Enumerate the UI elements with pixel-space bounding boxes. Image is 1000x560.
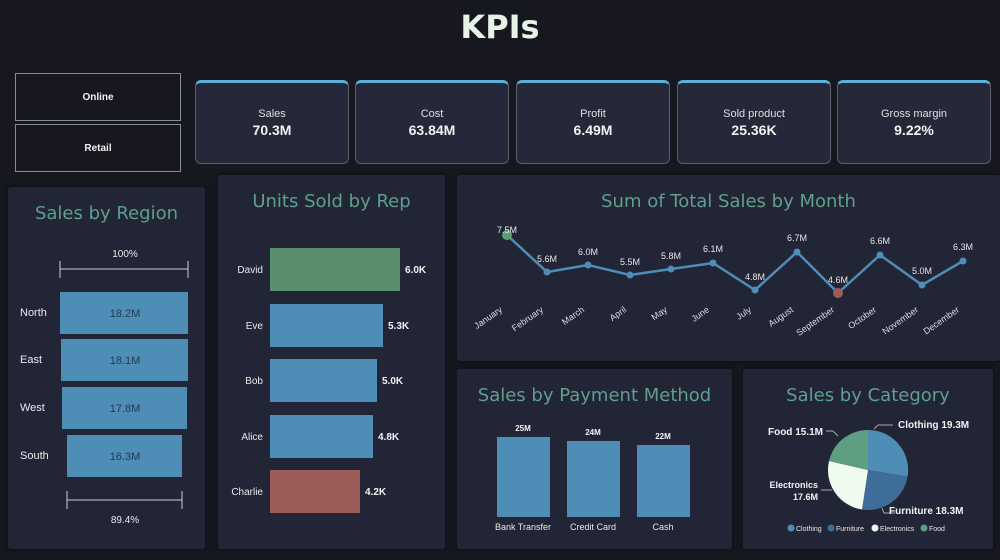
svg-text:Clothing 19.3M: Clothing 19.3M: [898, 420, 969, 431]
kpi-value: 63.84M: [408, 122, 456, 138]
kpi-card-sold-product: Sold product 25.36K: [677, 80, 831, 164]
svg-text:August: August: [766, 304, 795, 329]
svg-text:Alice: Alice: [241, 432, 263, 443]
payment-bar-chart: 25M 24M 22M Bank Transfer Credit Card Ca…: [495, 424, 690, 532]
panel-title: Units Sold by Rep: [252, 191, 411, 212]
svg-text:Food: Food: [929, 526, 945, 533]
svg-text:East: East: [20, 354, 42, 366]
kpi-value: 25.36K: [731, 122, 777, 138]
svg-text:6.3M: 6.3M: [953, 242, 973, 252]
svg-text:January: January: [472, 304, 504, 331]
category-legend: Clothing Furniture Electronics Food: [787, 524, 945, 533]
svg-text:Bob: Bob: [245, 376, 263, 387]
svg-text:100%: 100%: [112, 249, 138, 260]
sales-by-region-panel[interactable]: Sales by Region 100% North East West Sou…: [8, 187, 205, 549]
svg-text:Clothing: Clothing: [796, 526, 822, 533]
svg-text:22M: 22M: [655, 432, 671, 441]
svg-text:25M: 25M: [515, 424, 531, 433]
svg-text:South: South: [20, 450, 49, 462]
kpi-card-cost: Cost 63.84M: [355, 80, 509, 164]
svg-text:Electronics: Electronics: [769, 480, 818, 490]
svg-text:7.5M: 7.5M: [497, 225, 517, 235]
svg-text:June: June: [689, 304, 711, 323]
kpi-value: 70.3M: [252, 122, 292, 138]
svg-text:6.1M: 6.1M: [703, 244, 723, 254]
svg-text:September: September: [794, 304, 836, 337]
svg-text:Electronics: Electronics: [880, 526, 915, 533]
svg-text:Food 15.1M: Food 15.1M: [768, 427, 823, 438]
svg-text:Cash: Cash: [652, 522, 673, 532]
svg-text:July: July: [734, 304, 753, 322]
svg-text:Eve: Eve: [246, 321, 264, 332]
svg-text:4.6M: 4.6M: [828, 275, 848, 285]
dashboard-title: KPIs: [460, 8, 540, 46]
svg-text:5.8M: 5.8M: [661, 251, 681, 261]
region-funnel-chart: 100% North East West South 18.2M 18.1M 1…: [20, 249, 189, 526]
panel-title: Sales by Category: [786, 385, 950, 406]
units-sold-by-rep-panel[interactable]: Units Sold by Rep David Eve Bob Alice Ch…: [218, 175, 445, 549]
svg-text:February: February: [510, 304, 546, 333]
svg-text:6.6M: 6.6M: [870, 236, 890, 246]
svg-text:16.3M: 16.3M: [110, 451, 141, 463]
svg-text:Furniture: Furniture: [836, 526, 864, 533]
sales-by-category-panel[interactable]: Sales by Category Clothing 19.3M Furnitu…: [743, 369, 993, 549]
svg-text:Bank Transfer: Bank Transfer: [495, 522, 551, 532]
kpi-label: Sold product: [723, 108, 785, 120]
category-pie-chart: Clothing 19.3M Furniture 18.3M Electroni…: [768, 420, 969, 533]
svg-text:18.2M: 18.2M: [110, 308, 141, 320]
kpi-value: 9.22%: [894, 122, 934, 138]
svg-text:North: North: [20, 307, 47, 319]
svg-text:18.1M: 18.1M: [110, 355, 141, 367]
svg-text:April: April: [608, 304, 628, 323]
svg-text:6.7M: 6.7M: [787, 233, 807, 243]
svg-text:5.0K: 5.0K: [382, 376, 404, 387]
sales-by-month-panel[interactable]: Sum of Total Sales by Month 7.5M 5.6M 6.…: [457, 175, 1000, 361]
svg-text:Credit Card: Credit Card: [570, 522, 616, 532]
svg-text:17.6M: 17.6M: [793, 492, 818, 502]
reps-bar-chart: David Eve Bob Alice Charlie 6.0K 5.3K 5.…: [231, 248, 427, 513]
svg-text:5.0M: 5.0M: [912, 266, 932, 276]
kpi-label: Sales: [258, 108, 286, 120]
slicer-online-button[interactable]: Online: [15, 73, 181, 121]
svg-text:4.8M: 4.8M: [745, 272, 765, 282]
svg-text:5.6M: 5.6M: [537, 254, 557, 264]
svg-text:4.2K: 4.2K: [365, 487, 387, 498]
svg-text:Furniture 18.3M: Furniture 18.3M: [889, 506, 963, 517]
panel-title: Sum of Total Sales by Month: [601, 191, 856, 212]
svg-text:89.4%: 89.4%: [111, 515, 139, 526]
svg-text:6.0M: 6.0M: [578, 247, 598, 257]
svg-text:5.3K: 5.3K: [388, 321, 410, 332]
kpi-value: 6.49M: [573, 122, 613, 138]
svg-text:West: West: [20, 402, 45, 414]
svg-text:November: November: [880, 304, 920, 336]
kpi-label: Gross margin: [880, 108, 948, 120]
panel-title: Sales by Region: [34, 203, 179, 224]
slicer-retail-button[interactable]: Retail: [15, 124, 181, 172]
sales-by-payment-panel[interactable]: Sales by Payment Method 25M 24M 22M Bank…: [457, 369, 732, 549]
svg-text:24M: 24M: [585, 428, 601, 437]
svg-text:5.5M: 5.5M: [620, 257, 640, 267]
svg-text:March: March: [560, 304, 586, 327]
svg-text:October: October: [846, 304, 878, 331]
kpi-label: Cost: [420, 108, 444, 120]
svg-text:December: December: [921, 304, 961, 336]
svg-text:Charlie: Charlie: [231, 487, 263, 498]
monthly-line-chart: 7.5M 5.6M 6.0M 5.5M 5.8M 6.1M 4.8M 6.7M …: [472, 225, 973, 338]
svg-text:May: May: [649, 304, 669, 322]
svg-text:6.0K: 6.0K: [405, 265, 427, 276]
svg-text:17.8M: 17.8M: [110, 403, 141, 415]
kpi-label: Profit: [580, 108, 606, 120]
kpi-card-profit: Profit 6.49M: [516, 80, 670, 164]
panel-title: Sales by Payment Method: [477, 385, 712, 406]
svg-text:4.8K: 4.8K: [378, 432, 400, 443]
kpi-card-gross-margin: Gross margin 9.22%: [837, 80, 991, 164]
svg-text:David: David: [237, 265, 263, 276]
kpi-card-sales: Sales 70.3M: [195, 80, 349, 164]
